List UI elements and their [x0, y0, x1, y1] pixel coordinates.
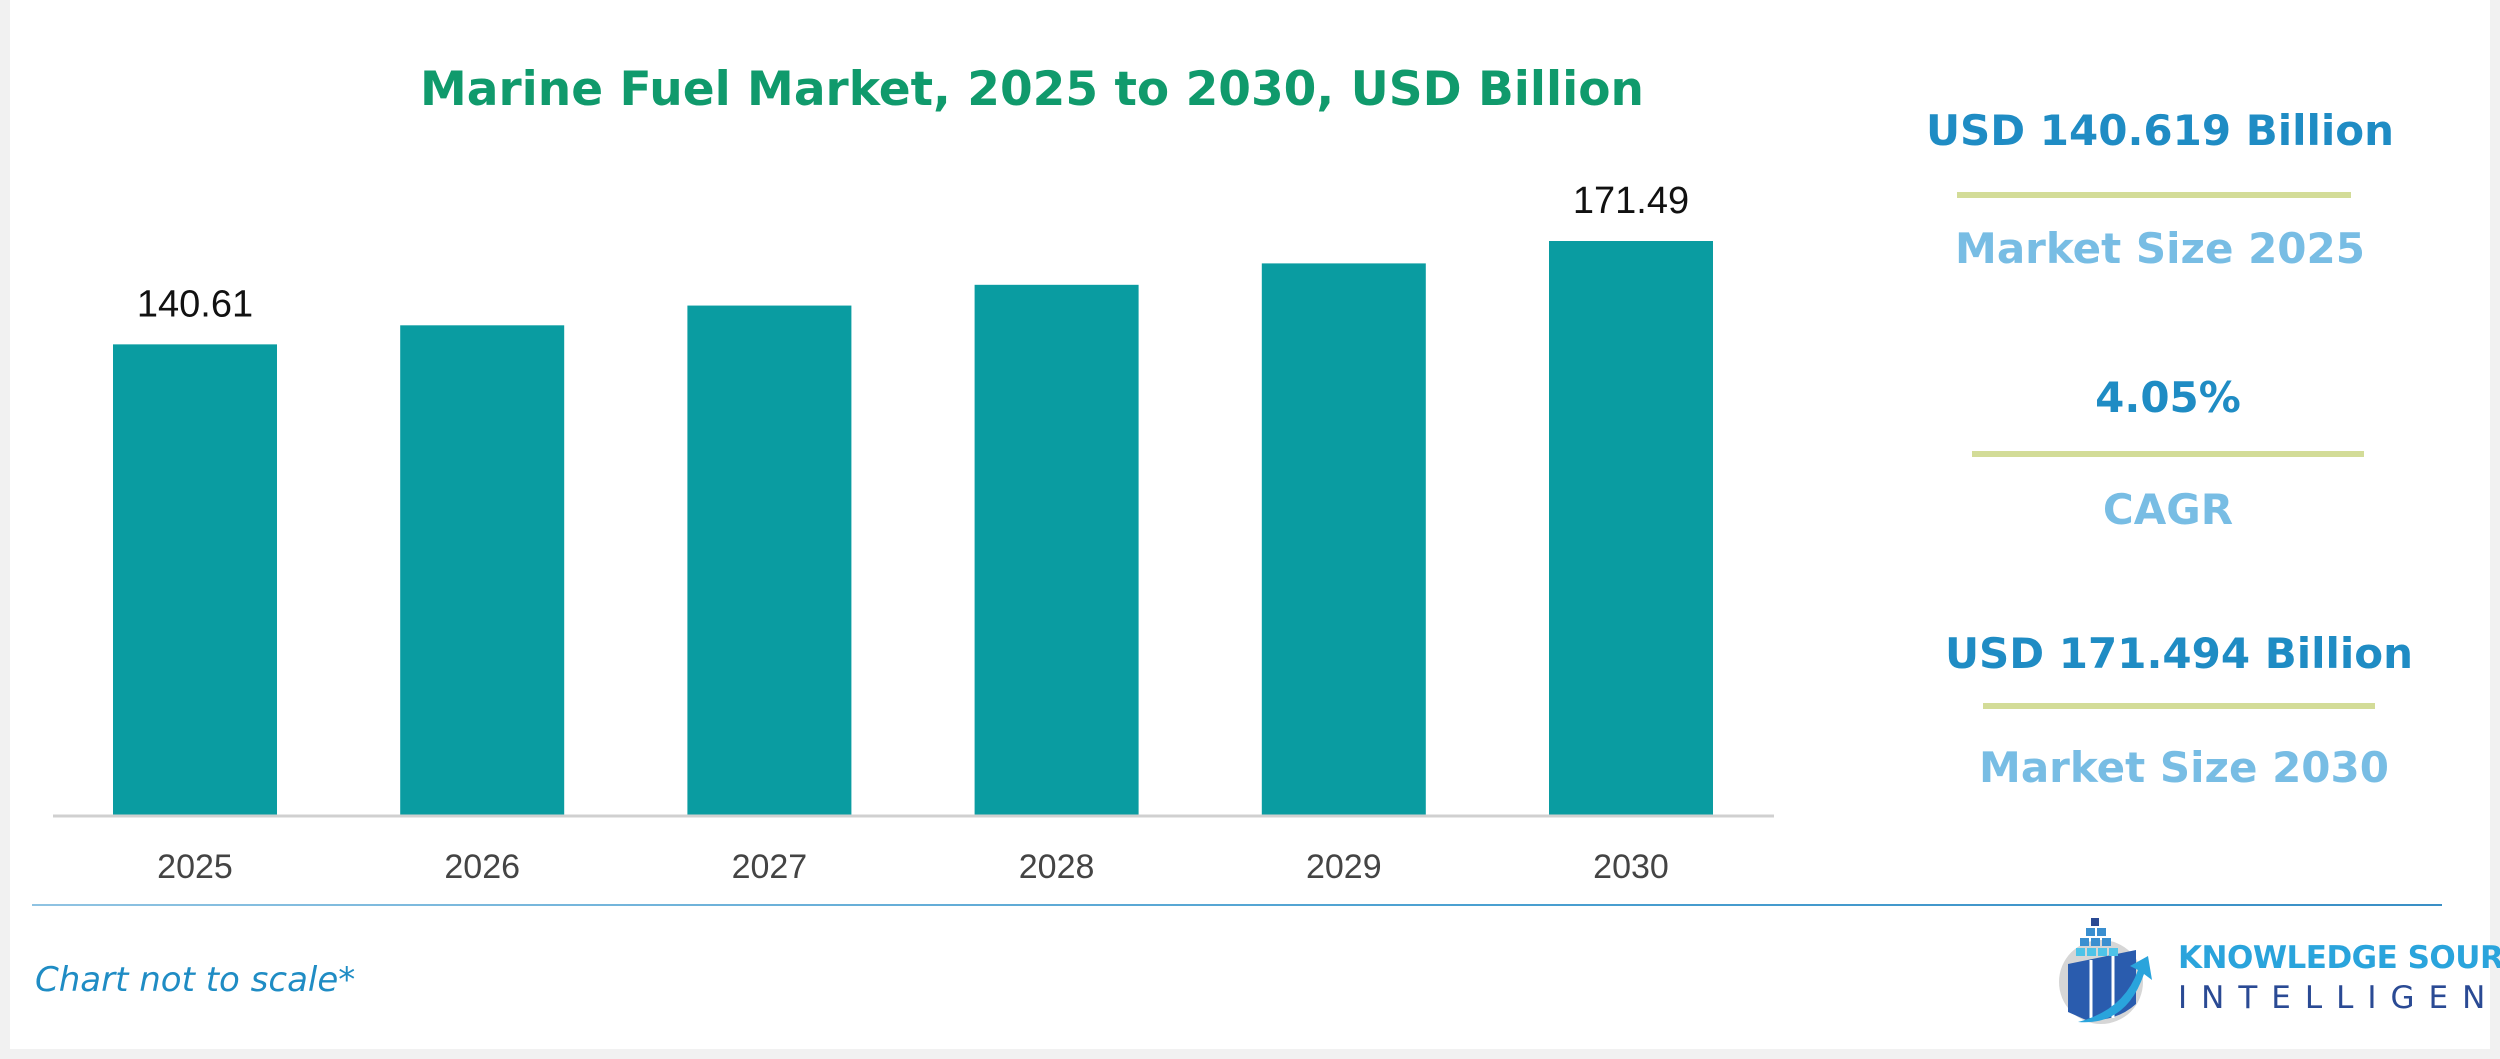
x-tick-label: 2030	[1593, 848, 1669, 886]
x-tick-label: 2029	[1306, 848, 1382, 886]
bar-2027	[687, 305, 852, 815]
bar-2026	[400, 325, 565, 815]
x-tick-label: 2027	[732, 848, 808, 886]
x-tick-label: 2025	[157, 848, 233, 886]
bar-2025	[113, 344, 277, 815]
footer-divider	[32, 904, 2442, 906]
footnote: Chart not to scale*	[35, 960, 356, 1000]
kpi-market-size-2025-label: Market Size 2025	[1955, 224, 2365, 273]
x-tick-label: 2026	[444, 848, 520, 886]
data-label: 140.61	[137, 283, 253, 325]
logo-text-line1: KNOWLEDGE SOURCING	[2178, 940, 2500, 976]
kpi-separator	[1957, 192, 2351, 198]
logo-text-line2: INTELLIGENCE	[2178, 980, 2500, 1016]
kpi-cagr-value: 4.05%	[2095, 373, 2241, 422]
kpi-market-size-2025-value: USD 140.619 Billion	[1925, 106, 2395, 155]
company-logo: KNOWLEDGE SOURCING INTELLIGENCE	[2036, 914, 2500, 1029]
bar-chart: 2025 140.61 2026 2027 2028 2029 2030 171.49	[53, 180, 1774, 886]
bar-2029	[1261, 263, 1426, 815]
bar-2030	[1549, 241, 1713, 815]
data-label: 171.49	[1573, 180, 1689, 222]
kpi-separator	[1983, 703, 2375, 709]
kpi-market-size-2030-label: Market Size 2030	[1979, 743, 2389, 792]
chart-title: Marine Fuel Market, 2025 to 2030, USD Bi…	[420, 62, 1644, 117]
bar-2028	[974, 284, 1139, 816]
kpi-separator	[1972, 451, 2364, 457]
x-tick-label: 2028	[1019, 848, 1095, 886]
logo-ship-icon	[2059, 918, 2152, 1024]
kpi-cagr-label: CAGR	[2102, 485, 2234, 534]
kpi-market-size-2030-value: USD 171.494 Billion	[1944, 629, 2414, 678]
